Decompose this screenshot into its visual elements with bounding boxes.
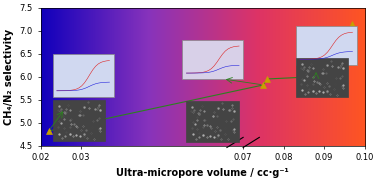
Bar [186,101,239,142]
Bar [182,40,243,79]
Bar [296,26,356,65]
Point [46,129,52,132]
Bar [53,100,105,141]
Point [260,84,266,86]
Point [265,78,271,80]
Bar [53,54,113,97]
Point [350,22,356,25]
Point [313,75,319,78]
Y-axis label: CH₄/N₂ selectivity: CH₄/N₂ selectivity [4,29,14,125]
X-axis label: Ultra-micropore volume / cc·g⁻¹: Ultra-micropore volume / cc·g⁻¹ [116,168,289,178]
Bar [296,58,349,97]
